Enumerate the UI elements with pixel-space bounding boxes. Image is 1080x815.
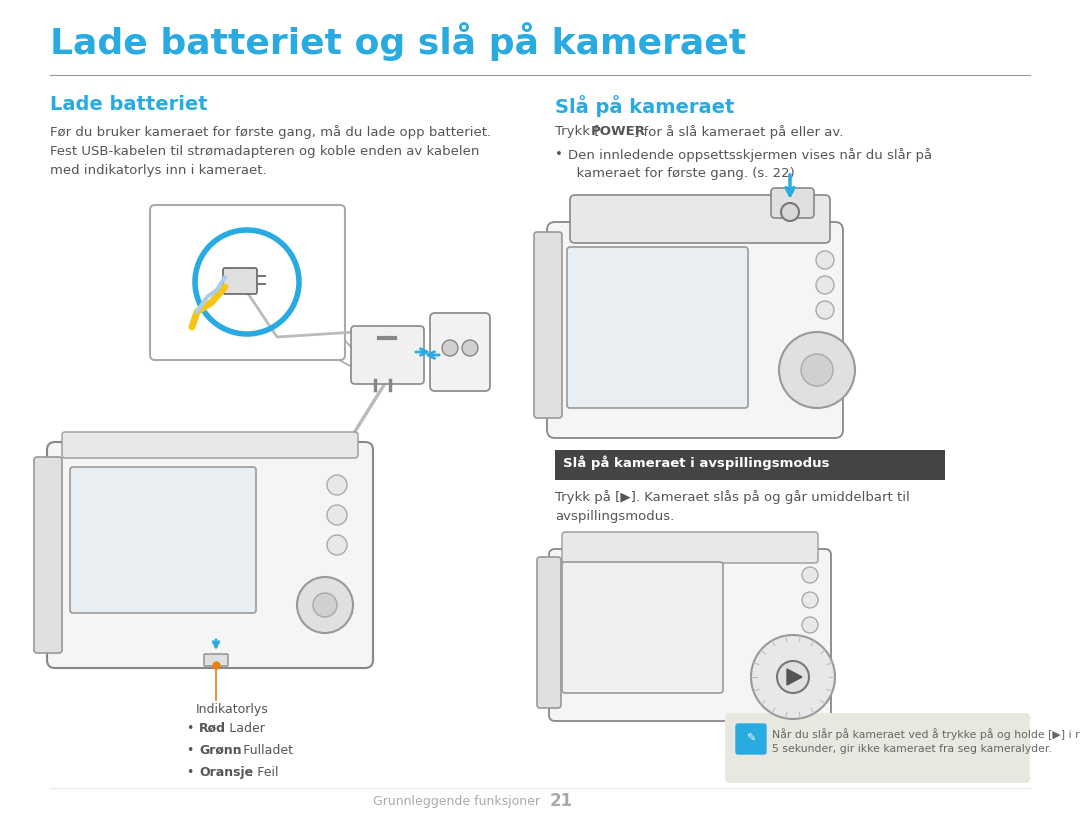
Text: Lade batteriet: Lade batteriet (50, 95, 207, 114)
Circle shape (802, 592, 818, 608)
Text: Den innledende oppsettsskjermen vises når du slår på
  kameraet for første gang.: Den innledende oppsettsskjermen vises nå… (568, 148, 932, 180)
Circle shape (755, 639, 831, 715)
Text: Grunnleggende funksjoner: Grunnleggende funksjoner (373, 795, 540, 808)
FancyBboxPatch shape (537, 557, 561, 708)
Circle shape (327, 535, 347, 555)
FancyBboxPatch shape (555, 450, 945, 480)
FancyBboxPatch shape (204, 654, 228, 666)
FancyBboxPatch shape (562, 532, 818, 563)
Text: Rød: Rød (199, 722, 226, 735)
Polygon shape (330, 335, 384, 385)
FancyBboxPatch shape (771, 188, 814, 218)
Circle shape (779, 332, 855, 408)
FancyBboxPatch shape (562, 562, 723, 693)
FancyBboxPatch shape (534, 232, 562, 418)
Text: Slå på kameraet i avspillingsmodus: Slå på kameraet i avspillingsmodus (563, 455, 829, 469)
Text: Trykk på [▶]. Kameraet slås på og går umiddelbart til
avspillingsmodus.: Trykk på [▶]. Kameraet slås på og går um… (555, 490, 909, 523)
FancyBboxPatch shape (570, 195, 831, 243)
FancyBboxPatch shape (567, 247, 748, 408)
Circle shape (802, 567, 818, 583)
FancyBboxPatch shape (33, 457, 62, 653)
FancyBboxPatch shape (546, 222, 843, 438)
Text: Indikatorlys: Indikatorlys (195, 703, 269, 716)
Text: 21: 21 (550, 792, 573, 810)
Text: •: • (186, 766, 193, 779)
FancyBboxPatch shape (351, 326, 424, 384)
Text: ✎: ✎ (746, 734, 756, 744)
Circle shape (816, 276, 834, 294)
Text: POWER: POWER (591, 125, 646, 138)
Circle shape (802, 617, 818, 633)
Text: Lade batteriet og slå på kameraet: Lade batteriet og slå på kameraet (50, 22, 746, 61)
Text: Før du bruker kameraet for første gang, må du lade opp batteriet.
Fest USB-kabel: Før du bruker kameraet for første gang, … (50, 125, 491, 177)
Text: Grønn: Grønn (199, 744, 242, 757)
Text: Trykk [: Trykk [ (555, 125, 599, 138)
FancyBboxPatch shape (549, 549, 831, 721)
Circle shape (442, 340, 458, 356)
Circle shape (801, 354, 833, 386)
FancyBboxPatch shape (48, 442, 373, 668)
FancyBboxPatch shape (430, 313, 490, 391)
Text: •: • (186, 722, 193, 735)
Text: •: • (555, 148, 563, 161)
Text: •: • (186, 744, 193, 757)
Polygon shape (787, 669, 802, 685)
Circle shape (327, 475, 347, 495)
Circle shape (781, 203, 799, 221)
Text: ] for å slå kameraet på eller av.: ] for å slå kameraet på eller av. (634, 125, 843, 139)
Text: : Lader: : Lader (220, 722, 265, 735)
FancyBboxPatch shape (222, 268, 257, 294)
Circle shape (816, 301, 834, 319)
FancyBboxPatch shape (70, 467, 256, 613)
Text: Oransje: Oransje (199, 766, 253, 779)
Circle shape (327, 505, 347, 525)
FancyBboxPatch shape (62, 432, 357, 458)
Text: Når du slår på kameraet ved å trykke på og holde [▶] i rundt
5 sekunder, gir ikk: Når du slår på kameraet ved å trykke på … (772, 728, 1080, 754)
FancyBboxPatch shape (725, 713, 1030, 783)
Circle shape (777, 661, 809, 693)
Text: Slå på kameraet: Slå på kameraet (555, 95, 734, 117)
Circle shape (297, 577, 353, 633)
Circle shape (313, 593, 337, 617)
Text: : Feil: : Feil (249, 766, 279, 779)
FancyBboxPatch shape (735, 724, 766, 754)
Circle shape (816, 251, 834, 269)
FancyBboxPatch shape (150, 205, 345, 360)
Circle shape (751, 635, 835, 719)
Circle shape (462, 340, 478, 356)
Text: : Fulladet: : Fulladet (235, 744, 293, 757)
